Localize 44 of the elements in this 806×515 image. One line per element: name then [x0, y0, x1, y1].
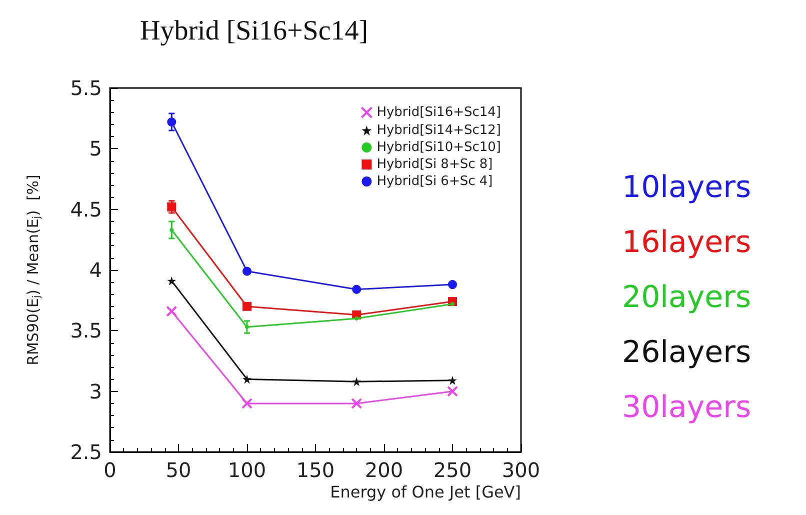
y-tick-label: 4.5 [70, 197, 102, 222]
text: 16layers [622, 225, 752, 260]
y-tick-label: 3.5 [70, 318, 102, 343]
point [242, 398, 252, 409]
x-tick-label: 50 [166, 458, 192, 482]
x-tick-label: 300 [502, 458, 540, 482]
point [245, 325, 249, 330]
legend-label: Hybrid[Si10+Sc10] [376, 140, 501, 155]
point [242, 302, 252, 311]
point [242, 266, 252, 276]
legend-label: Hybrid[Si14+Sc12] [376, 123, 501, 138]
point [166, 306, 178, 317]
x-tick-label: 250 [433, 458, 472, 482]
point [167, 202, 176, 212]
x-tick-label: 200 [364, 458, 404, 482]
y-tick-label: 2.5 [70, 440, 102, 464]
legend-label: Hybrid[Si 8+Sc 8] [376, 157, 493, 172]
point [170, 228, 174, 232]
legend-label: Hybrid[Si16+Sc14] [376, 105, 501, 120]
point [352, 284, 362, 294]
y-axis-title: RMS90(Ej) / Mean(Ej) [%] [24, 174, 42, 366]
point [354, 316, 359, 321]
point [448, 376, 457, 385]
chart-title: Hybrid [Si16+Sc14] [140, 16, 368, 46]
point [352, 377, 362, 386]
legend-label: Hybrid[Si 6+Sc 4] [376, 174, 493, 189]
text: 30layers [622, 390, 752, 425]
x-tick-label: 150 [296, 458, 335, 482]
x-axis-title: Energy of One Jet [GeV] [330, 482, 521, 502]
y-tick-label: 5 [89, 136, 102, 161]
x-tick-label: 0 [104, 458, 116, 482]
text: 10layers [622, 170, 752, 205]
text: 20layers [622, 280, 752, 315]
y-tick-label: 4 [89, 258, 102, 282]
y-tick-label: 5.5 [70, 76, 102, 100]
point [242, 374, 252, 384]
x-tick-label: 100 [228, 458, 266, 482]
point [167, 276, 176, 286]
point [351, 398, 362, 409]
point [448, 280, 457, 290]
point [167, 117, 176, 126]
y-tick-label: 3 [89, 379, 102, 404]
point [447, 386, 458, 397]
text: 26layers [622, 335, 752, 370]
